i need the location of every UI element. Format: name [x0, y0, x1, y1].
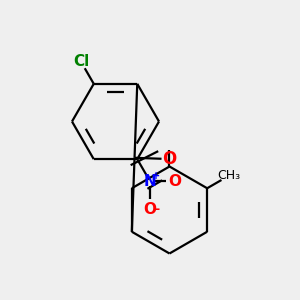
Text: O: O [162, 150, 176, 168]
Text: O: O [168, 174, 181, 189]
Text: Cl: Cl [73, 54, 89, 69]
Text: CH₃: CH₃ [217, 169, 240, 182]
Text: N: N [144, 174, 156, 189]
Text: O: O [143, 202, 157, 217]
Text: -: - [154, 203, 159, 216]
Text: +: + [152, 172, 160, 182]
